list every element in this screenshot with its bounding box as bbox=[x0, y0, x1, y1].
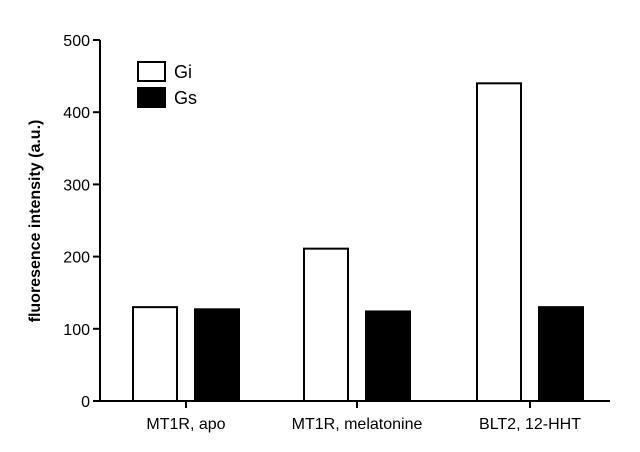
legend-label-gs: Gs bbox=[174, 88, 197, 108]
bars bbox=[132, 82, 584, 403]
y-axis-title: fluoresence intensity (a.u.) bbox=[27, 120, 44, 323]
y-tick-label: 100 bbox=[63, 322, 90, 339]
x-axis: MT1R, apo MT1R, melatonine BLT2, 12-HHT bbox=[100, 400, 610, 433]
y-tick-label: 400 bbox=[63, 105, 90, 122]
y-axis: 0 100 200 300 400 500 bbox=[63, 33, 101, 411]
y-tick-label: 0 bbox=[81, 394, 90, 411]
bar-gs-2 bbox=[538, 306, 584, 403]
bar-gs-1 bbox=[365, 310, 411, 402]
legend-swatch-gs bbox=[137, 87, 166, 108]
y-tick-label: 300 bbox=[63, 177, 90, 194]
y-tick-label: 200 bbox=[63, 250, 90, 267]
y-tick-label: 500 bbox=[63, 33, 90, 50]
legend-label-gi: Gi bbox=[174, 62, 192, 82]
bar-gs-0 bbox=[194, 308, 240, 402]
x-tick-label: MT1R, apo bbox=[146, 416, 225, 433]
bar-gi-2 bbox=[476, 82, 522, 402]
legend: Gi Gs bbox=[137, 61, 197, 108]
bar-gi-1 bbox=[303, 247, 349, 402]
legend-swatch-gi bbox=[137, 61, 166, 82]
bar-gi-0 bbox=[132, 306, 178, 403]
x-tick-label: MT1R, melatonine bbox=[292, 416, 423, 433]
x-tick-label: BLT2, 12-HHT bbox=[479, 416, 581, 433]
